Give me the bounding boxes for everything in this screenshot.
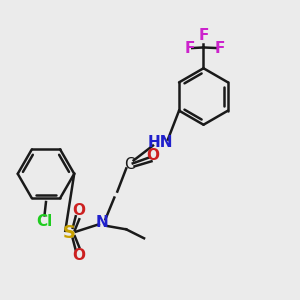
Text: O: O [72, 248, 85, 263]
Text: O: O [146, 148, 160, 164]
Text: N: N [96, 215, 109, 230]
Text: F: F [215, 41, 225, 56]
Text: Cl: Cl [36, 214, 52, 229]
Text: F: F [185, 41, 195, 56]
Text: F: F [198, 28, 209, 43]
Text: C: C [124, 158, 134, 172]
Text: S: S [63, 224, 76, 242]
Text: HN: HN [148, 135, 173, 150]
Text: O: O [72, 203, 85, 218]
